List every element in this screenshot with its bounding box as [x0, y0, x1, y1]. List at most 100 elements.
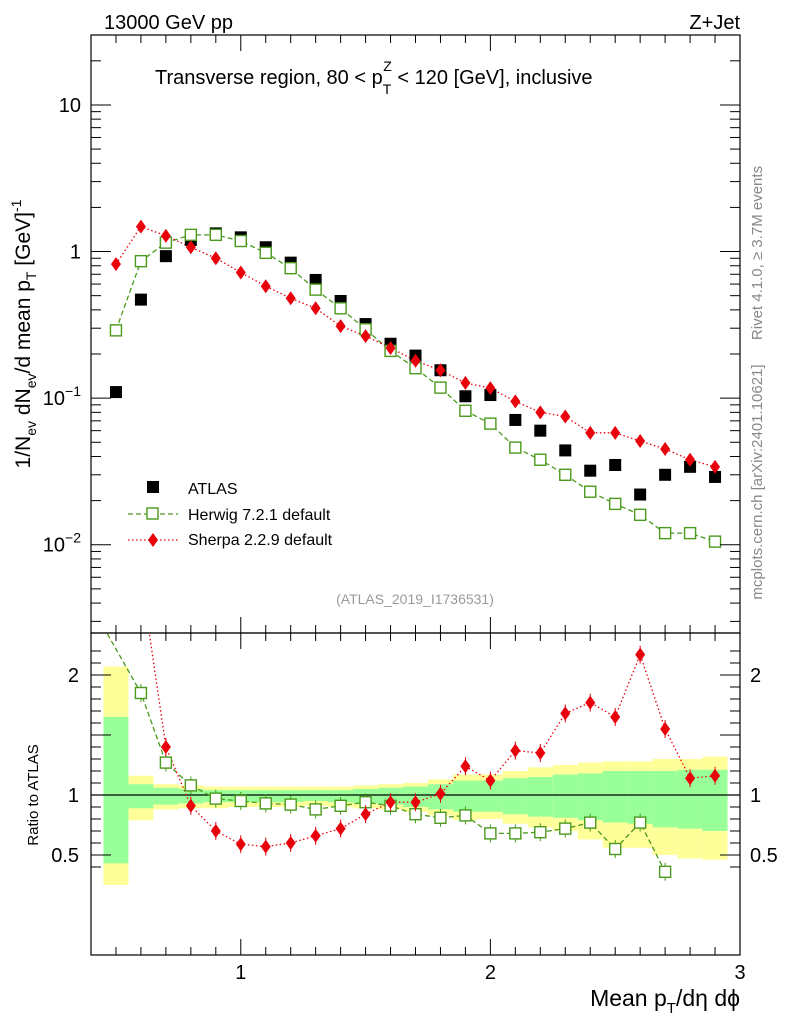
- band-green-bin-19: [577, 773, 603, 821]
- main-ylabel: 1/Nev dNev/d mean pT [GeV]-1: [8, 199, 39, 468]
- main-point-atlas-24: [709, 470, 722, 483]
- ratio-ylabel: Ratio to ATLAS: [25, 744, 42, 845]
- main-point-atlas-19: [584, 464, 597, 477]
- ratio-xlabel: Mean pT/dη dϕ: [590, 985, 740, 1017]
- ratio-ytick-label-left-1: 1: [68, 785, 79, 807]
- main-point-sherpa-24: [710, 459, 721, 474]
- main-point-sherpa-11: [385, 340, 396, 355]
- main-point-sherpa-8: [310, 301, 321, 316]
- legend-label-atlas: ATLAS: [188, 481, 238, 498]
- main-point-herwig-15: [484, 417, 497, 430]
- title-part-1: Transverse region, 80 < p: [155, 67, 383, 89]
- main-point-atlas-23: [684, 460, 697, 473]
- axes-layer: 1 2 3 10−2 10−1 1 10 0.5 0.5 1 1 2 2: [43, 34, 778, 984]
- mcplots-label: mcplots.cern.ch [arXiv:2401.10621]: [749, 364, 766, 599]
- rivet-version-label: Rivet 4.1.0, ≥ 3.7M events: [749, 166, 766, 340]
- main-point-atlas-8: [309, 273, 322, 286]
- legend-marker-sherpa: [148, 533, 158, 547]
- main-point-herwig-17: [534, 453, 547, 466]
- ratio-point-sherpa-15: [535, 746, 546, 760]
- main-point-sherpa-7: [285, 291, 296, 306]
- ratio-point-sherpa-3: [235, 837, 246, 852]
- ratio-ytick-label-right-2: 2: [750, 665, 761, 687]
- ratio-point-sherpa-13: [485, 773, 496, 788]
- main-point-herwig-23: [683, 526, 697, 540]
- ratio-line-sherpa: [148, 633, 716, 848]
- band-green-bin-2: [153, 787, 179, 805]
- legend-marker-herwig: [146, 507, 159, 520]
- main-point-herwig-8: [309, 283, 322, 296]
- ratio-point-sherpa-1: [185, 798, 196, 813]
- legend-label-herwig: Herwig 7.2.1 default: [188, 507, 331, 524]
- main-point-herwig-1: [134, 254, 148, 268]
- ratio-point-sherpa-5: [285, 836, 296, 850]
- main-point-herwig-7: [284, 261, 297, 275]
- main-point-sherpa-9: [335, 319, 346, 334]
- main-ytick-label-2: 1: [70, 242, 81, 264]
- band-green-bin-1: [128, 784, 154, 809]
- main-point-sherpa-3: [185, 240, 196, 255]
- main-point-sherpa-4: [210, 251, 221, 266]
- main-line-sherpa: [115, 225, 716, 468]
- ratio-point-sherpa-19: [635, 647, 646, 662]
- ratio-point-sherpa-20: [660, 722, 671, 736]
- band-green-bin-22: [652, 771, 678, 828]
- ratio-point-herwig-8: [334, 799, 347, 812]
- main-point-sherpa-5: [235, 265, 246, 280]
- ratio-point-sherpa-18: [610, 710, 621, 724]
- band-green-bin-0: [103, 717, 129, 864]
- title-part-2: < 120 [GeV], inclusive: [392, 67, 593, 89]
- main-point-sherpa-16: [510, 394, 521, 409]
- ratio-point-sherpa-8: [360, 807, 371, 822]
- ratio-plot-frame: [90, 632, 741, 956]
- legend-marker-atlas: [147, 481, 159, 493]
- title-sub-t: T: [383, 81, 392, 97]
- main-point-herwig-22: [658, 526, 672, 540]
- band-green-bin-20: [602, 771, 628, 823]
- band-green-bin-16: [502, 778, 528, 815]
- header-energy-label: 13000 GeV pp: [104, 12, 233, 34]
- ratio-point-herwig-3: [209, 792, 223, 805]
- ratio-point-herwig-6: [284, 798, 297, 811]
- main-point-herwig-18: [559, 468, 572, 481]
- ratio-point-sherpa-11: [435, 786, 446, 801]
- ratio-uncertainty-bands: [103, 666, 728, 885]
- main-point-herwig-0: [109, 324, 123, 337]
- main-point-sherpa-2: [160, 228, 171, 243]
- analysis-watermark: (ATLAS_2019_I1736531): [336, 591, 494, 607]
- main-point-sherpa-15: [485, 381, 496, 396]
- ratio-ytick-label-right-1: 1: [750, 785, 761, 807]
- main-point-sherpa-21: [635, 434, 646, 449]
- main-point-sherpa-17: [535, 405, 546, 420]
- main-point-sherpa-13: [435, 363, 446, 378]
- main-point-sherpa-10: [360, 329, 371, 344]
- main-ytick-label-0: 10−2: [43, 530, 81, 557]
- ratio-point-herwig-21: [658, 865, 672, 878]
- main-point-sherpa-19: [585, 425, 596, 440]
- main-point-herwig-6: [259, 246, 272, 260]
- ylabel-part-1: 1/N: [12, 436, 35, 469]
- ratio-point-herwig-15: [509, 827, 522, 840]
- main-title: Transverse region, 80 < pTZ < 120 [GeV],…: [155, 58, 593, 97]
- main-point-atlas-2: [159, 250, 172, 263]
- main-point-sherpa-0: [110, 257, 121, 272]
- ratio-point-herwig-12: [434, 811, 447, 824]
- ratio-point-herwig-1: [159, 756, 173, 769]
- ratio-point-herwig-16: [534, 826, 547, 839]
- ratio-point-herwig-17: [559, 822, 572, 835]
- ratio-point-sherpa-9: [385, 795, 396, 810]
- ratio-point-herwig-20: [633, 816, 647, 829]
- ratio-point-herwig-13: [459, 809, 472, 822]
- ratio-point-herwig-0: [134, 686, 148, 700]
- ratio-ytick-label-right-0: 0.5: [750, 845, 778, 867]
- legend-label-sherpa: Sherpa 2.2.9 default: [188, 532, 333, 549]
- main-point-herwig-16: [509, 441, 522, 454]
- main-point-herwig-19: [584, 485, 597, 498]
- main-point-herwig-24: [708, 535, 722, 548]
- ratio-point-sherpa-12: [460, 759, 471, 774]
- ratio-ytick-label-left-0: 0.5: [51, 845, 79, 867]
- ratio-series-layer: [106, 633, 721, 881]
- main-point-sherpa-22: [660, 441, 671, 456]
- ratio-point-sherpa-16: [560, 706, 571, 721]
